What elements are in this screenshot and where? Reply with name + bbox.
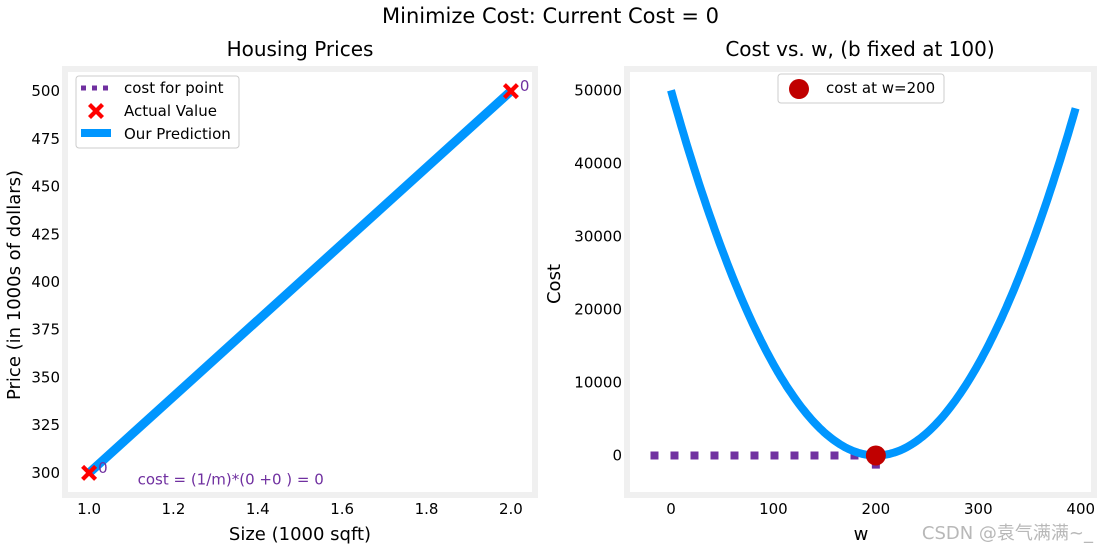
- y-tick-label: 10000: [574, 373, 622, 391]
- x-tick-labels: 0 100 200 300 400: [666, 500, 1095, 518]
- figure-title: Minimize Cost: Current Cost = 0: [382, 4, 719, 28]
- axes-title: Cost vs. w, (b fixed at 100): [725, 37, 994, 61]
- y-tick-labels: 0 10000 20000 30000 40000 50000: [574, 81, 622, 464]
- cost-annotation: cost = (1/m)*(0 +0 ) = 0: [138, 470, 324, 488]
- x-tick-label: 100: [759, 500, 788, 518]
- y-tick-label: 30000: [574, 227, 622, 245]
- x-marker-shape: [81, 464, 98, 481]
- legend: cost at w=200: [777, 73, 945, 104]
- cost-vs-w-axes: Cost vs. w, (b fixed at 100) w Cost 0 100…: [544, 37, 1097, 545]
- x-tick-labels: 1.0 1.2 1.4 1.6 1.8 2.0: [77, 500, 523, 518]
- y-tick-label: 475: [31, 130, 60, 148]
- y-tick-label: 20000: [574, 300, 622, 318]
- y-tick-label: 450: [31, 178, 60, 196]
- legend-label-our-prediction: Our Prediction: [124, 125, 231, 143]
- prediction-line: [86, 87, 514, 477]
- x-tick-label: 1.0: [77, 500, 101, 518]
- actual-value-marker: [81, 464, 98, 481]
- x-tick-label: 1.6: [330, 500, 354, 518]
- legend-marker-cost-at-w: [789, 79, 809, 99]
- current-cost-point: [865, 445, 886, 466]
- x-marker-shape: [502, 83, 519, 100]
- y-axis-label: Price (in 1000s of dollars): [4, 170, 25, 400]
- y-tick-labels: 300 325 350 375 400 425 450 475 500: [31, 82, 60, 482]
- y-tick-label: 300: [31, 464, 60, 482]
- point-cost-label: 0: [520, 77, 530, 95]
- plot-area: [630, 72, 1091, 492]
- x-tick-label: 1.4: [246, 500, 270, 518]
- y-tick-label: 500: [31, 82, 60, 100]
- legend-box: [75, 75, 240, 149]
- x-axis-label: w: [854, 524, 869, 545]
- x-tick-label: 300: [964, 500, 993, 518]
- y-axis-label: Cost: [544, 264, 565, 304]
- x-tick-label: 1.8: [415, 500, 439, 518]
- x-axis-label: Size (1000 sqft): [229, 524, 371, 545]
- y-tick-label: 350: [31, 368, 60, 386]
- plot-marks: [650, 89, 1080, 469]
- x-tick-label: 400: [1066, 500, 1095, 518]
- legend-label-actual-value: Actual Value: [124, 102, 217, 120]
- y-tick-label: 40000: [574, 154, 622, 172]
- y-tick-label: 0: [612, 446, 622, 464]
- y-tick-label: 50000: [574, 81, 622, 99]
- watermark: CSDN @袁气满满~_: [921, 523, 1093, 544]
- y-tick-label: 375: [31, 321, 60, 339]
- point-cost-label: 0: [98, 459, 108, 477]
- y-tick-label: 425: [31, 225, 60, 243]
- axes-title: Housing Prices: [227, 37, 374, 61]
- legend-label-cost-at-w: cost at w=200: [826, 79, 935, 97]
- legend-box: [777, 73, 945, 104]
- x-tick-label: 200: [862, 500, 891, 518]
- housing-prices-axes: Housing Prices Size (1000 sqft) Price (i…: [4, 37, 538, 545]
- legend-marker-actual-value: [88, 103, 104, 119]
- legend-label-cost-for-point: cost for point: [124, 79, 224, 97]
- legend: cost for point Actual Value Our Predicti…: [75, 75, 240, 149]
- y-tick-label: 400: [31, 273, 60, 291]
- x-tick-label: 2.0: [499, 500, 523, 518]
- plot-marks: 00: [81, 77, 529, 481]
- x-tick-label: 0: [666, 500, 676, 518]
- y-tick-label: 325: [31, 416, 60, 434]
- actual-value-marker: [502, 83, 519, 100]
- x-tick-label: 1.2: [162, 500, 186, 518]
